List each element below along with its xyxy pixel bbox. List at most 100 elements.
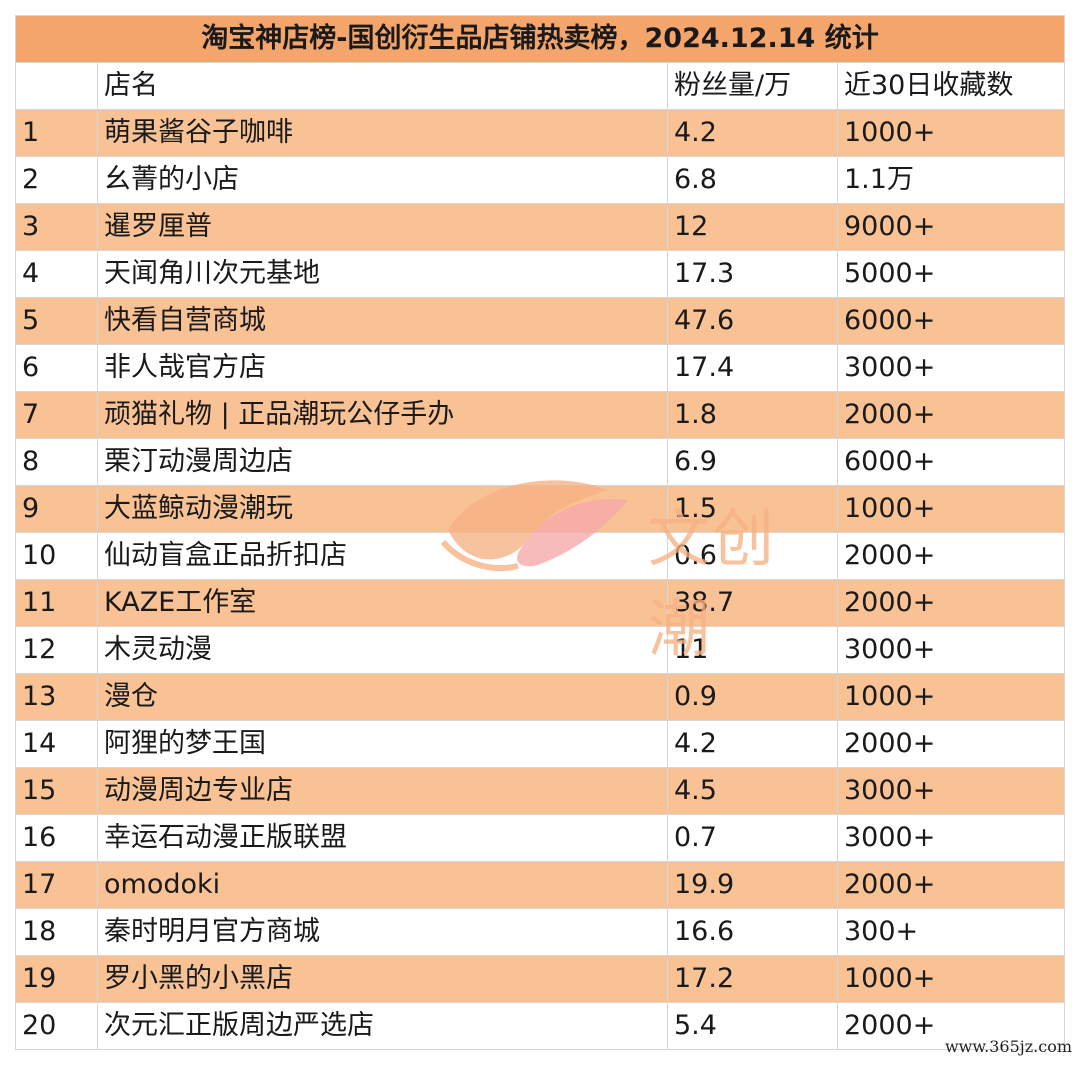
header-shop-name: 店名 <box>97 62 668 110</box>
table-row: 6 非人哉官方店 17.4 3000+ <box>15 344 1066 392</box>
fans-cell: 11 <box>667 626 838 674</box>
table-row: 8 栗汀动漫周边店 6.9 6000+ <box>15 438 1066 486</box>
rank-cell: 11 <box>15 579 98 627</box>
shop-name-cell: 漫仓 <box>97 673 668 721</box>
rank-cell: 16 <box>15 814 98 862</box>
favorites-cell: 2000+ <box>836 391 1066 439</box>
table-row: 11 KAZE工作室 38.7 2000+ <box>15 579 1066 627</box>
table-row: 20 次元汇正版周边严选店 5.4 2000+ <box>15 1002 1066 1050</box>
table-row: 3 暹罗厘普 12 9000+ <box>15 203 1066 251</box>
shop-name-cell: 次元汇正版周边严选店 <box>97 1002 668 1050</box>
header-favorites: 近30日收藏数 <box>836 62 1066 110</box>
fans-cell: 6.8 <box>667 156 838 204</box>
rank-cell: 17 <box>15 861 98 909</box>
shop-name-cell: 暹罗厘普 <box>97 203 668 251</box>
rank-cell: 2 <box>15 156 98 204</box>
site-url: www.365jz.com <box>944 1037 1072 1056</box>
fans-cell: 17.4 <box>667 344 838 392</box>
favorites-cell: 300+ <box>836 908 1066 956</box>
shop-name-cell: 大蓝鲸动漫潮玩 <box>97 485 668 533</box>
shop-name-cell: 栗汀动漫周边店 <box>97 438 668 486</box>
favorites-cell: 1000+ <box>836 955 1066 1003</box>
shop-name-cell: 罗小黑的小黑店 <box>97 955 668 1003</box>
shop-name-cell: 幺菁的小店 <box>97 156 668 204</box>
table-row: 19 罗小黑的小黑店 17.2 1000+ <box>15 955 1066 1003</box>
shop-name-cell: KAZE工作室 <box>97 579 668 627</box>
shop-name-cell: 天闻角川次元基地 <box>97 250 668 298</box>
favorites-cell: 6000+ <box>836 438 1066 486</box>
table-row: 18 秦时明月官方商城 16.6 300+ <box>15 908 1066 956</box>
favorites-cell: 3000+ <box>836 344 1066 392</box>
favorites-cell: 9000+ <box>836 203 1066 251</box>
rank-cell: 12 <box>15 626 98 674</box>
shop-name-cell: 顽猫礼物 | 正品潮玩公仔手办 <box>97 391 668 439</box>
shop-name-cell: 秦时明月官方商城 <box>97 908 668 956</box>
shop-name-cell: 幸运石动漫正版联盟 <box>97 814 668 862</box>
fans-cell: 1.5 <box>667 485 838 533</box>
fans-cell: 0.9 <box>667 673 838 721</box>
rank-cell: 9 <box>15 485 98 533</box>
rank-cell: 1 <box>15 109 98 157</box>
shop-name-cell: 仙动盲盒正品折扣店 <box>97 532 668 580</box>
shop-name-cell: 木灵动漫 <box>97 626 668 674</box>
favorites-cell: 2000+ <box>836 579 1066 627</box>
fans-cell: 0.7 <box>667 814 838 862</box>
header-row: 店名 粉丝量/万 近30日收藏数 <box>15 62 1066 110</box>
fans-cell: 0.6 <box>667 532 838 580</box>
favorites-cell: 2000+ <box>836 1002 1066 1050</box>
rank-cell: 3 <box>15 203 98 251</box>
shop-name-cell: 快看自营商城 <box>97 297 668 345</box>
rank-cell: 20 <box>15 1002 98 1050</box>
fans-cell: 17.2 <box>667 955 838 1003</box>
favorites-cell: 3000+ <box>836 626 1066 674</box>
fans-cell: 19.9 <box>667 861 838 909</box>
shop-name-cell: 非人哉官方店 <box>97 344 668 392</box>
header-rank <box>15 62 98 110</box>
fans-cell: 17.3 <box>667 250 838 298</box>
rank-cell: 4 <box>15 250 98 298</box>
favorites-cell: 2000+ <box>836 720 1066 768</box>
rank-cell: 7 <box>15 391 98 439</box>
table-row: 9 大蓝鲸动漫潮玩 1.5 1000+ <box>15 485 1066 533</box>
favorites-cell: 3000+ <box>836 814 1066 862</box>
favorites-cell: 1000+ <box>836 109 1066 157</box>
fans-cell: 12 <box>667 203 838 251</box>
rank-cell: 14 <box>15 720 98 768</box>
table-row: 12 木灵动漫 11 3000+ <box>15 626 1066 674</box>
favorites-cell: 3000+ <box>836 767 1066 815</box>
table-row: 1 萌果酱谷子咖啡 4.2 1000+ <box>15 109 1066 157</box>
fans-cell: 47.6 <box>667 297 838 345</box>
fans-cell: 1.8 <box>667 391 838 439</box>
favorites-cell: 6000+ <box>836 297 1066 345</box>
favorites-cell: 1000+ <box>836 673 1066 721</box>
rank-cell: 5 <box>15 297 98 345</box>
table-row: 10 仙动盲盒正品折扣店 0.6 2000+ <box>15 532 1066 580</box>
favorites-cell: 2000+ <box>836 532 1066 580</box>
header-fans: 粉丝量/万 <box>667 62 838 110</box>
table-row: 5 快看自营商城 47.6 6000+ <box>15 297 1066 345</box>
fans-cell: 38.7 <box>667 579 838 627</box>
table-row: 16 幸运石动漫正版联盟 0.7 3000+ <box>15 814 1066 862</box>
shop-name-cell: 萌果酱谷子咖啡 <box>97 109 668 157</box>
table-title: 淘宝神店榜-国创衍生品店铺热卖榜，2024.12.14 统计 <box>14 15 1066 63</box>
table-row: 13 漫仓 0.9 1000+ <box>15 673 1066 721</box>
rank-cell: 6 <box>15 344 98 392</box>
favorites-cell: 2000+ <box>836 861 1066 909</box>
table-row: 15 动漫周边专业店 4.5 3000+ <box>15 767 1066 815</box>
rank-cell: 15 <box>15 767 98 815</box>
table-row: 17 omodoki 19.9 2000+ <box>15 861 1066 909</box>
fans-cell: 6.9 <box>667 438 838 486</box>
fans-cell: 16.6 <box>667 908 838 956</box>
ranking-table: 淘宝神店榜-国创衍生品店铺热卖榜，2024.12.14 统计 店名 粉丝量/万 … <box>14 15 1066 1050</box>
rank-cell: 8 <box>15 438 98 486</box>
favorites-cell: 5000+ <box>836 250 1066 298</box>
fans-cell: 4.2 <box>667 109 838 157</box>
fans-cell: 5.4 <box>667 1002 838 1050</box>
fans-cell: 4.5 <box>667 767 838 815</box>
shop-name-cell: omodoki <box>97 861 668 909</box>
shop-name-cell: 阿狸的梦王国 <box>97 720 668 768</box>
table-row: 7 顽猫礼物 | 正品潮玩公仔手办 1.8 2000+ <box>15 391 1066 439</box>
rank-cell: 13 <box>15 673 98 721</box>
rank-cell: 10 <box>15 532 98 580</box>
table-title-row: 淘宝神店榜-国创衍生品店铺热卖榜，2024.12.14 统计 <box>14 15 1066 63</box>
